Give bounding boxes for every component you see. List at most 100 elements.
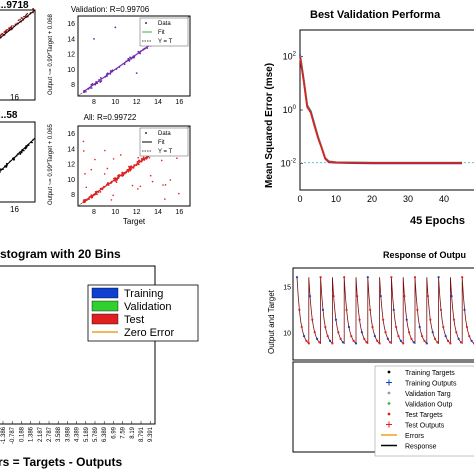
fit-line <box>0 9 36 39</box>
data-point <box>6 28 8 31</box>
ytick-label: 8 <box>71 82 75 89</box>
response-point <box>463 308 466 311</box>
data-point <box>23 15 25 18</box>
outlier-point <box>137 188 139 190</box>
data-point <box>115 179 118 181</box>
outlier-point <box>164 198 166 200</box>
data-point <box>99 81 102 83</box>
response-point <box>437 276 440 279</box>
data-point <box>32 8 34 10</box>
response-ylabel: Output and Target <box>267 289 276 354</box>
data-point <box>17 19 20 22</box>
regression-validation-xticks: 8 10 12 14 16 <box>92 99 183 106</box>
legend-yt-label: Y = T <box>158 39 173 45</box>
data-point <box>8 28 11 30</box>
legend-dot-marker <box>387 391 391 395</box>
response-panel: Response of Outpu Output and Target 1510… <box>267 250 474 457</box>
response-point <box>315 337 319 340</box>
error-histogram-xlabel: rs = Targets - Outputs <box>0 455 122 469</box>
data-point <box>97 191 100 193</box>
regression-training-ytick: 16 <box>10 93 19 102</box>
response-point <box>379 294 382 298</box>
legend-label: Training Outputs <box>405 381 457 388</box>
response-point <box>444 334 447 338</box>
response-point <box>343 276 346 279</box>
response-point <box>366 276 369 279</box>
response-point <box>332 294 335 298</box>
data-point <box>113 179 116 182</box>
data-point <box>106 75 108 78</box>
data-point <box>126 169 129 171</box>
xtick-label: 10 <box>111 99 119 106</box>
outlier-point <box>149 174 152 177</box>
legend-validation-label: Validation <box>124 301 172 313</box>
data-point <box>114 177 117 180</box>
response-title: Response of Outpu <box>383 250 466 260</box>
xtick-label: 30 <box>403 194 413 204</box>
data-point <box>115 68 118 70</box>
legend-test-label: Test <box>124 314 144 326</box>
regression-all-xlabel: Target <box>123 217 146 226</box>
response-point <box>365 341 368 344</box>
data-point <box>127 170 130 173</box>
legend-all-data-label: Data <box>158 131 171 137</box>
data-point <box>103 185 105 188</box>
data-point <box>83 91 85 94</box>
data-point <box>94 82 97 85</box>
performance-yticks: 102 100 10-2 <box>281 52 303 168</box>
response-point <box>405 318 408 321</box>
data-point <box>88 87 91 89</box>
xtick-label: 10 <box>111 209 119 216</box>
error-histogram-panel: stogram with 20 Bins rs = Targets - Outp… <box>0 247 199 469</box>
data-point <box>13 158 15 161</box>
data-point <box>88 195 91 198</box>
error-histogram-legend: Training Validation Test Zero Error <box>87 284 199 342</box>
data-point <box>96 82 99 85</box>
outlier-point <box>160 159 163 162</box>
response-point <box>403 294 406 298</box>
response-point <box>382 318 385 321</box>
response-point <box>324 325 327 329</box>
legend-label: Training Targets <box>405 370 455 377</box>
data-point <box>20 151 23 154</box>
xtick-label: 12 <box>133 209 141 216</box>
regression-validation-ylabel: Output ~= 0.99*Target + 0.068 <box>48 13 54 95</box>
response-point <box>416 308 419 311</box>
outlier-point <box>84 173 86 175</box>
series-line-test <box>299 56 462 164</box>
response-point <box>308 294 312 298</box>
data-point <box>91 82 94 85</box>
response-point <box>457 337 460 340</box>
performance-xlabel: 45 Epochs <box>410 215 465 227</box>
response-point <box>392 308 395 311</box>
data-point <box>101 187 104 190</box>
data-point <box>129 166 132 169</box>
outlier-point <box>104 149 106 152</box>
data-point <box>83 89 86 92</box>
performance-ylabel: Mean Squared Error (mse) <box>264 63 275 188</box>
regression-training-title: ...9718 <box>0 0 29 11</box>
error-histogram-xticks: -1.386 -0.787 0.188 1.386 2.187 2.787 3.588 3.9… <box>1 421 154 444</box>
xtick-label: 8 <box>92 99 96 106</box>
data-point <box>83 201 86 204</box>
data-point <box>139 50 142 53</box>
data-point <box>87 88 90 90</box>
legend-all-yt-label: Y = T <box>158 149 173 155</box>
response-point <box>326 334 329 338</box>
response-point <box>468 334 471 338</box>
performance-panel: Best Validation Performa Mean Squared Er… <box>264 9 474 227</box>
data-point <box>137 50 140 53</box>
regression-all-ylabel: Output ~= 0.99*Target + 0.065 <box>48 123 54 205</box>
data-point <box>31 141 33 144</box>
response-point <box>452 318 456 321</box>
regression-validation-panel: Validation: R=0.99706 Output ~= 0.99*Tar… <box>48 5 191 106</box>
response-point <box>345 308 348 311</box>
response-point <box>307 342 310 345</box>
legend-label: Validation Targ <box>405 391 451 398</box>
ytick-label: 14 <box>67 36 75 43</box>
xtick-label: 12 <box>133 99 141 106</box>
outlier-point <box>112 158 115 160</box>
response-point <box>302 334 306 338</box>
xtick-label: -0.787 <box>10 426 16 444</box>
